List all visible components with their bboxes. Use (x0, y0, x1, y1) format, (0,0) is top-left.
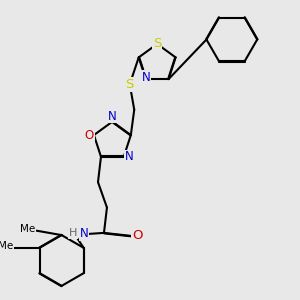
Text: H: H (69, 228, 77, 238)
Text: Me: Me (0, 241, 13, 251)
Text: O: O (85, 128, 94, 142)
Text: N: N (125, 150, 134, 163)
Text: O: O (132, 230, 143, 242)
Text: N: N (108, 110, 117, 123)
Text: S: S (126, 78, 134, 91)
Text: N: N (141, 71, 150, 84)
Text: Me: Me (20, 224, 35, 234)
Text: N: N (80, 227, 88, 240)
Text: S: S (153, 38, 161, 50)
